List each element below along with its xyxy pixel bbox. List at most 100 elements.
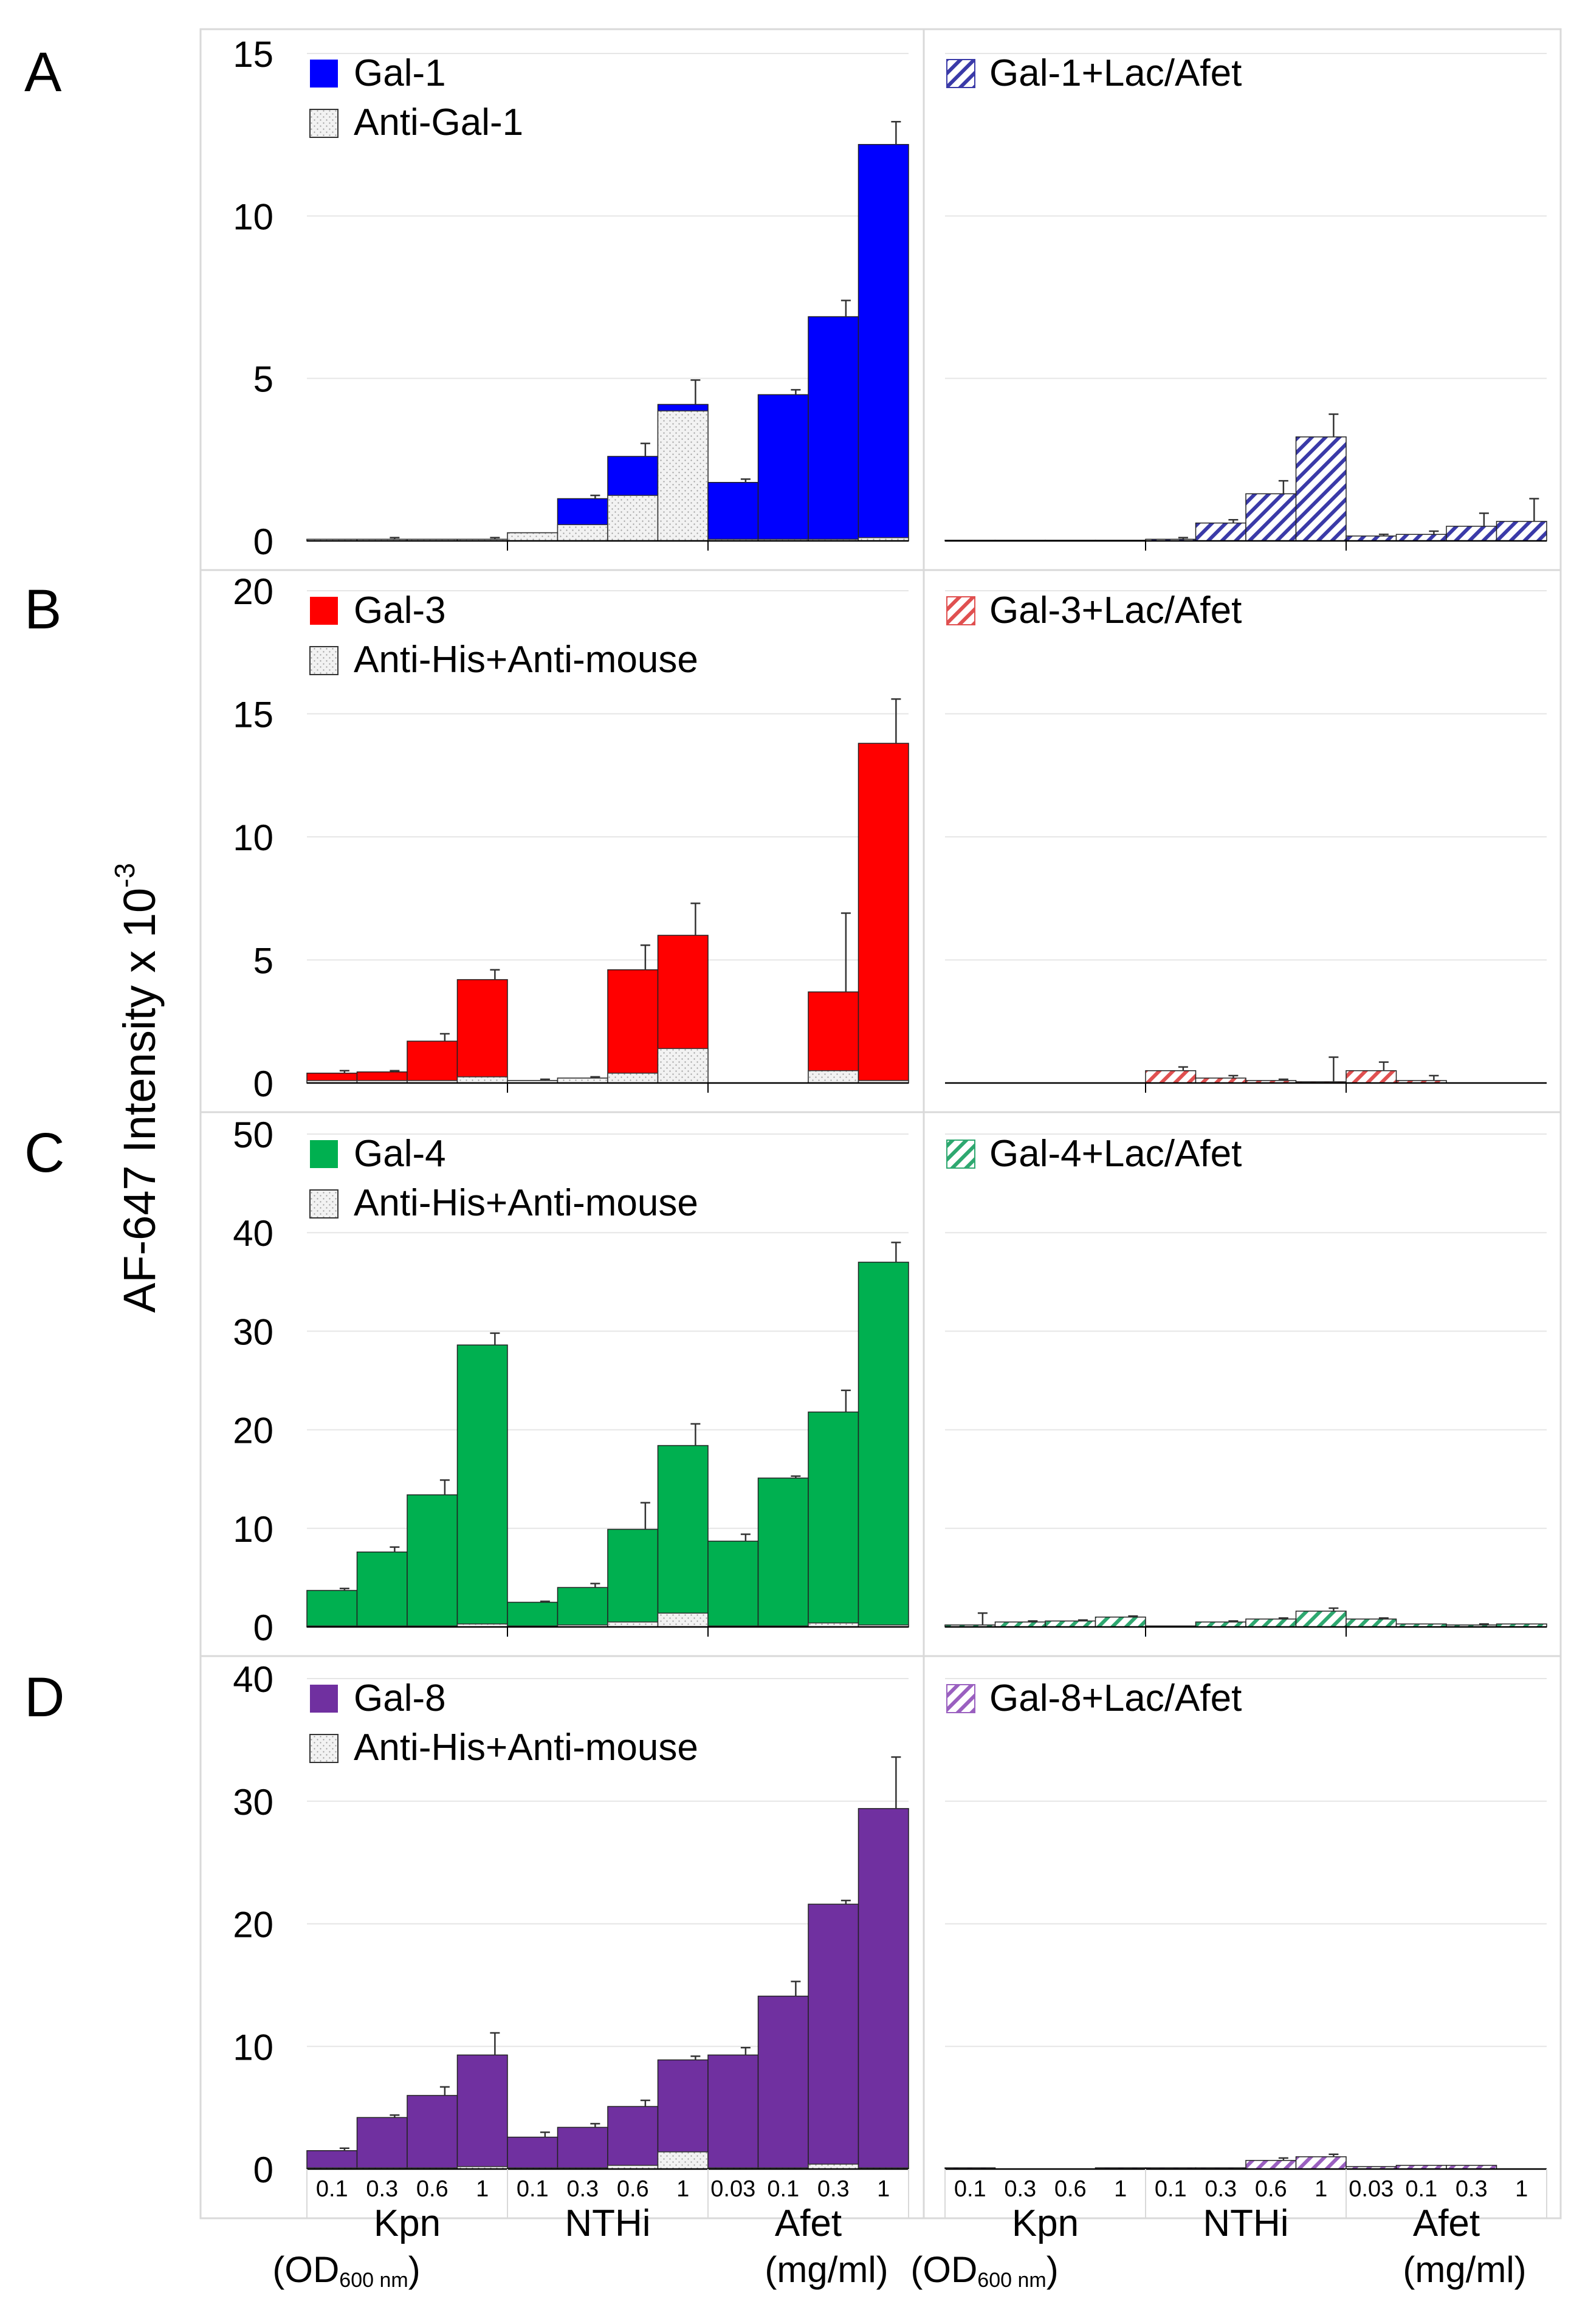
bar-gal-1-lac-afet [1395,534,1447,541]
bar-gal-8 [757,1995,809,2170]
x-group-label: Afet [1413,2202,1480,2244]
bar-gal-3-lac-afet [1346,1070,1397,1084]
legend-swatch-control [309,646,339,675]
bar-gal-1-lac-afet [1295,436,1347,541]
bar-gal-4 [808,1411,859,1628]
y-tick-label: 20 [233,571,273,612]
x-tick-label: 0.6 [1255,2176,1287,2202]
bar-gal-1 [707,482,759,541]
bar-gal-4 [858,1262,909,1628]
x-group-label: NTHi [1203,2202,1288,2244]
x-tick-label: 1 [676,2176,689,2202]
od-main: (OD [272,2249,339,2290]
x-tick-label: 0.1 [1405,2176,1437,2202]
y-tick-label: 20 [233,1411,273,1451]
y-tick-label: 0 [253,1064,273,1104]
bar-gal-3 [808,991,859,1084]
bar-gal-4-lac-afet [1045,1620,1096,1628]
bar-gal-4 [607,1528,659,1628]
x-tick-label: 1 [1114,2176,1127,2202]
y-tick-label: 0 [253,1607,273,1648]
x-tick-label: 0.6 [416,2176,449,2202]
y-tick-label: 10 [233,1509,273,1550]
panel-row-A: A 0 5 10 15 Gal-1 Anti-Gal-1 Gal-1+Lac/Afet [24,34,1547,562]
bar-antibody-control [657,1048,709,1084]
panel-row-C: C 0 10 20 30 40 50 Gal-4 Anti-His+Anti-mouse Gal-… [24,1111,1561,1648]
bar-gal-4-lac-afet [1295,1611,1347,1628]
panel-label: D [24,1666,64,1728]
bar-gal-4 [456,1344,508,1628]
legend-main-label: Gal-4 [354,1133,446,1175]
legend-inhibited-label: Gal-3+Lac/Afet [989,590,1242,631]
figure-frame [199,28,1562,2219]
bar-gal-4 [757,1477,809,1628]
od-close: ) [1047,2249,1059,2290]
legend-swatch-inhibited [946,596,975,625]
svg-text:AF-647 Intensity x 10-3: AF-647 Intensity x 10-3 [109,863,165,1313]
bar-gal-4 [657,1445,709,1628]
legend-control-label: Anti-His+Anti-mouse [354,639,698,681]
x-tick-label: 0.1 [767,2176,799,2202]
y-tick-label: 40 [233,1659,273,1700]
x-tick-label: 0.3 [817,2176,850,2202]
y-tick-label: 40 [233,1213,273,1254]
legend-swatch-main [310,1140,338,1168]
x-unit-label-mgml: (mg/ml) [765,2249,888,2290]
bar-antibody-control [456,1076,508,1084]
bar-antibody-control [557,524,608,541]
x-tick-label: 0.6 [1054,2176,1087,2202]
x-group-label: NTHi [565,2202,650,2244]
panel-row-D: D 0 10 20 30 40 Gal-8 Anti-His+Anti-mouse Gal-8+… [24,1655,1561,2190]
y-tick-label: 10 [233,2027,273,2068]
legend-swatch-main [310,60,338,88]
bar-gal-4-lac-afet [1245,1618,1297,1628]
bar-gal-4 [407,1494,458,1628]
bar-gal-3-lac-afet [1145,1070,1197,1084]
legend-swatch-main [310,597,338,625]
legend-swatch-control [309,109,339,138]
legend-control-label: Anti-His+Anti-mouse [354,1727,698,1769]
bar-gal-8 [557,2126,608,2170]
x-tick-label: 0.1 [517,2176,549,2202]
bar-gal-3 [607,969,659,1084]
x-group-label: Kpn [1012,2202,1079,2244]
bar-antibody-control [657,2151,709,2170]
x-tick-label: 0.6 [617,2176,649,2202]
y-tick-label: 10 [233,817,273,858]
bar-gal-4-lac-afet [1346,1618,1397,1628]
bar-antibody-control [607,495,659,541]
bar-gal-1-lac-afet [1245,493,1297,541]
bar-gal-8 [707,2054,759,2170]
bar-gal-8 [507,2136,559,2170]
bar-gal-8 [456,2054,508,2170]
legend-swatch-inhibited [946,1684,975,1713]
y-tick-label: 50 [233,1115,273,1155]
legend-main-label: Gal-8 [354,1677,446,1719]
y-tick-label: 30 [233,1312,273,1352]
legend-swatch-inhibited [946,1140,975,1169]
legend-control-label: Anti-His+Anti-mouse [354,1182,698,1224]
legend-inhibited-label: Gal-4+Lac/Afet [989,1133,1242,1175]
bar-gal-8 [607,2106,659,2170]
x-tick-label: 0.3 [1456,2176,1488,2202]
y-tick-label: 15 [233,695,273,735]
x-unit-label-od: (OD600 nm) [272,2249,420,2292]
x-unit-label-mgml: (mg/ml) [1403,2249,1526,2290]
x-group-label: Afet [775,2202,842,2244]
panel-label: B [24,579,61,641]
bar-gal-4 [356,1551,408,1628]
bar-gal-8-lac-afet [1295,2156,1347,2170]
x-tick-label: 1 [476,2176,489,2202]
x-tick-label: 0.3 [366,2176,398,2202]
legend-swatch-inhibited [946,59,975,88]
legend-swatch-control [309,1734,339,1763]
x-tick-label: 0.1 [1155,2176,1187,2202]
y-tick-label: 10 [233,196,273,237]
legend-inhibited-label: Gal-1+Lac/Afet [989,52,1242,94]
bar-gal-4 [707,1541,759,1628]
y-tick-label: 20 [233,1905,273,1945]
od-close: ) [408,2249,421,2290]
x-tick-label: 0.1 [316,2176,348,2202]
